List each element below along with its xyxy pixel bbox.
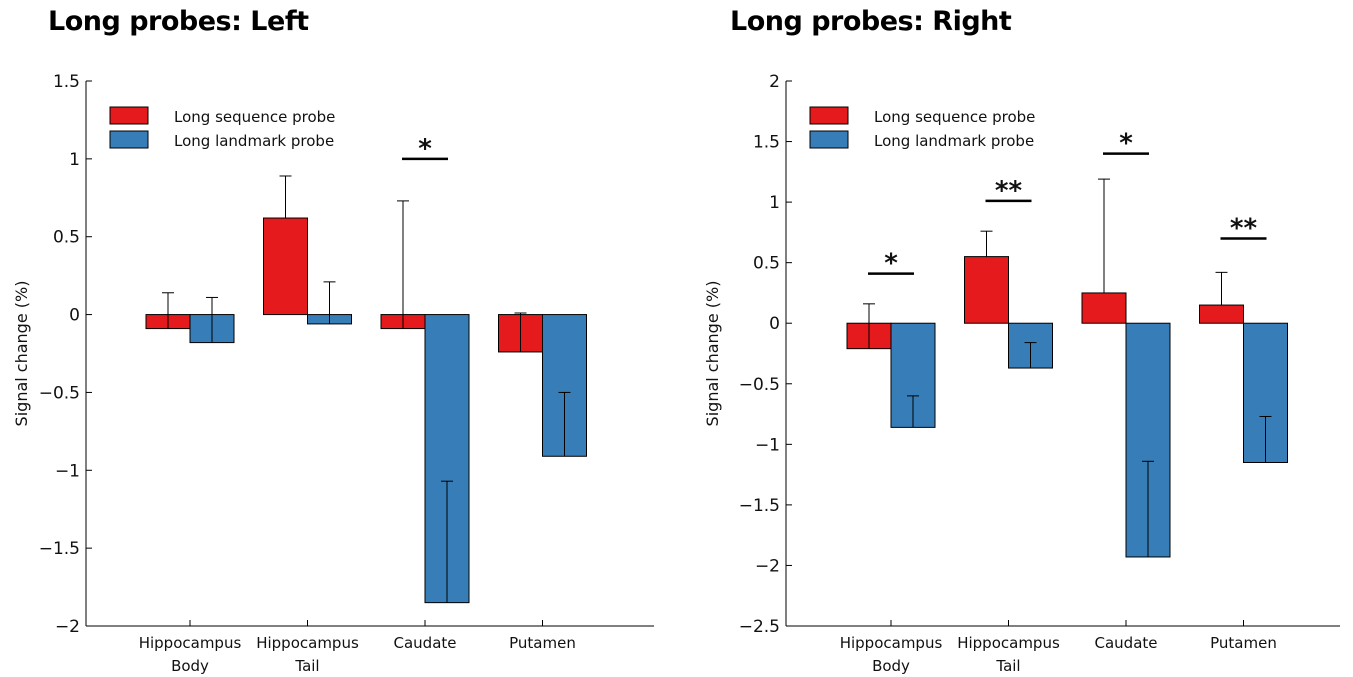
y-tick-label: 1.5 (753, 133, 780, 153)
legend-swatch (109, 106, 149, 125)
significance-marker: * (884, 249, 898, 279)
x-tick-label: Tail (995, 657, 1020, 675)
significance-marker: ** (1230, 213, 1258, 243)
y-tick-label: 0 (69, 306, 80, 326)
x-tick-label: Putamen (1210, 634, 1277, 652)
y-tick-label: 1.5 (53, 72, 80, 92)
significance-marker: * (418, 134, 432, 164)
y-tick-label: −2.5 (739, 617, 780, 637)
landmark-bar (1243, 322, 1288, 463)
x-tick-label: Body (872, 657, 910, 675)
y-tick-label: −1 (55, 461, 80, 481)
y-tick-label: 1 (69, 150, 80, 170)
y-tick-label: 0 (769, 314, 780, 334)
y-tick-label: 0.5 (53, 228, 80, 248)
y-tick-label: −2 (55, 617, 80, 637)
legend-label: Long landmark probe (874, 132, 1034, 150)
y-tick-label: 1 (769, 193, 780, 213)
legend-swatch (809, 130, 849, 149)
sequence-bar (964, 256, 1009, 324)
chart-title: Long probes: Left (48, 6, 309, 37)
y-tick-label: −0.5 (739, 375, 780, 395)
y-tick-label: −1 (755, 435, 780, 455)
legend-label: Long sequence probe (174, 108, 335, 126)
x-tick-label: Caudate (394, 634, 457, 652)
significance-marker: * (1119, 129, 1133, 159)
y-tick-label: −1.5 (739, 496, 780, 516)
x-tick-label: Hippocampus (957, 634, 1060, 652)
legend-swatch (109, 130, 149, 149)
y-axis-label: Signal change (%) (12, 281, 31, 427)
y-tick-label: −2 (755, 556, 780, 576)
significance-marker: ** (995, 176, 1023, 206)
legend-label: Long sequence probe (874, 108, 1035, 126)
y-tick-label: 2 (769, 72, 780, 92)
x-tick-label: Hippocampus (840, 634, 943, 652)
x-tick-label: Putamen (509, 634, 576, 652)
legend-swatch (809, 106, 849, 125)
sequence-bar (263, 217, 308, 316)
y-tick-label: 0.5 (753, 254, 780, 274)
x-tick-label: Tail (294, 657, 319, 675)
chart-title: Long probes: Right (730, 6, 1012, 37)
sequence-bar (1199, 304, 1244, 324)
legend-label: Long landmark probe (174, 132, 334, 150)
y-tick-label: −1.5 (39, 539, 80, 559)
left-chart-panel: Long probes: Left 1.5 1 0.5 0 −0.5 −1 −1.5 −2 Si… (12, 6, 654, 675)
x-tick-label: Hippocampus (139, 634, 242, 652)
sequence-bar (1081, 292, 1127, 324)
right-chart-panel: Long probes: Right 2 1.5 1 0.5 0 −0.5 −1 −1.5 −2… (690, 0, 1353, 677)
x-tick-label: Caudate (1095, 634, 1158, 652)
right-bar-chart: 2 1.5 1 0.5 0 −0.5 −1 −1.5 −2 −2.5 Signal change (… (703, 72, 1340, 675)
x-tick-label: Body (171, 657, 209, 675)
x-tick-label: Hippocampus (256, 634, 359, 652)
y-tick-label: −0.5 (39, 383, 80, 403)
left-bar-chart: 1.5 1 0.5 0 −0.5 −1 −1.5 −2 Signal change (%) Hip… (12, 72, 654, 675)
y-axis-label: Signal change (%) (703, 281, 722, 427)
